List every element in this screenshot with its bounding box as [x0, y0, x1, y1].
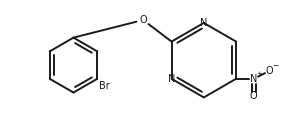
Text: O: O [265, 66, 273, 76]
Text: N: N [200, 18, 208, 28]
Text: N: N [168, 74, 175, 84]
Text: N: N [250, 74, 257, 84]
Text: −: − [272, 62, 279, 71]
Text: O: O [250, 91, 258, 101]
Text: Br: Br [99, 81, 110, 91]
Text: +: + [256, 71, 262, 77]
Text: O: O [139, 15, 147, 25]
